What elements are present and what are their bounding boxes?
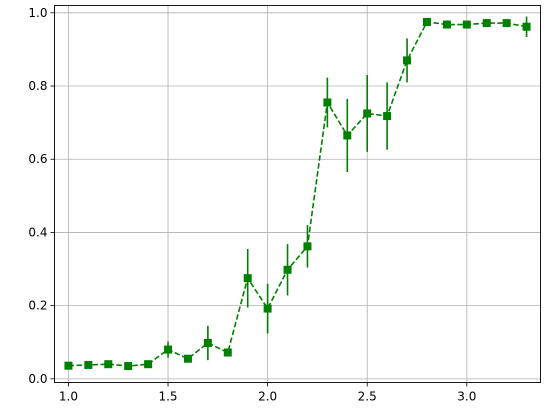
x-tick-label: 3.0 [457,390,476,404]
data-point-marker [522,22,531,31]
data-point-marker [502,19,511,28]
data-point-marker [323,98,332,107]
data-point-marker [482,19,491,28]
x-tick-label: 2.0 [258,390,277,404]
data-point-marker [183,354,192,363]
grid-lines [54,5,541,383]
plot-frame [54,5,541,383]
y-tick-label: 0.4 [28,225,47,239]
data-point-marker [243,274,252,283]
data-point-marker [343,131,352,140]
data-point-marker [104,360,113,369]
data-point-marker [462,20,471,29]
data-point-marker [422,17,431,26]
data-point-marker [203,338,212,347]
series-line [68,21,527,367]
data-point-marker [263,304,272,313]
data-series [64,16,531,371]
data-point-marker [363,109,372,118]
data-point-marker [383,112,392,121]
data-point-marker [84,360,93,369]
data-point-marker [124,362,133,371]
x-tick-label: 1.5 [158,390,177,404]
axis-ticks [50,12,468,387]
y-tick-label: 0.0 [28,372,47,386]
data-point-marker [223,348,232,357]
data-point-marker [403,56,412,65]
data-point-marker [64,361,73,370]
x-tick-label: 2.5 [358,390,377,404]
data-point-marker [283,265,292,274]
y-tick-label: 1.0 [28,6,47,20]
y-tick-label: 0.8 [28,79,47,93]
y-tick-label: 0.2 [28,299,47,313]
data-point-marker [164,345,173,354]
data-point-marker [144,360,153,369]
data-point-marker [303,242,312,251]
data-point-marker [442,20,451,29]
axis-tick-labels: 1.0 1.5 2.0 2.5 3.0 0.0 0.2 0.4 0.6 0.8 1.0 [28,6,476,404]
x-tick-label: 1.0 [59,390,78,404]
y-tick-label: 0.6 [28,152,47,166]
